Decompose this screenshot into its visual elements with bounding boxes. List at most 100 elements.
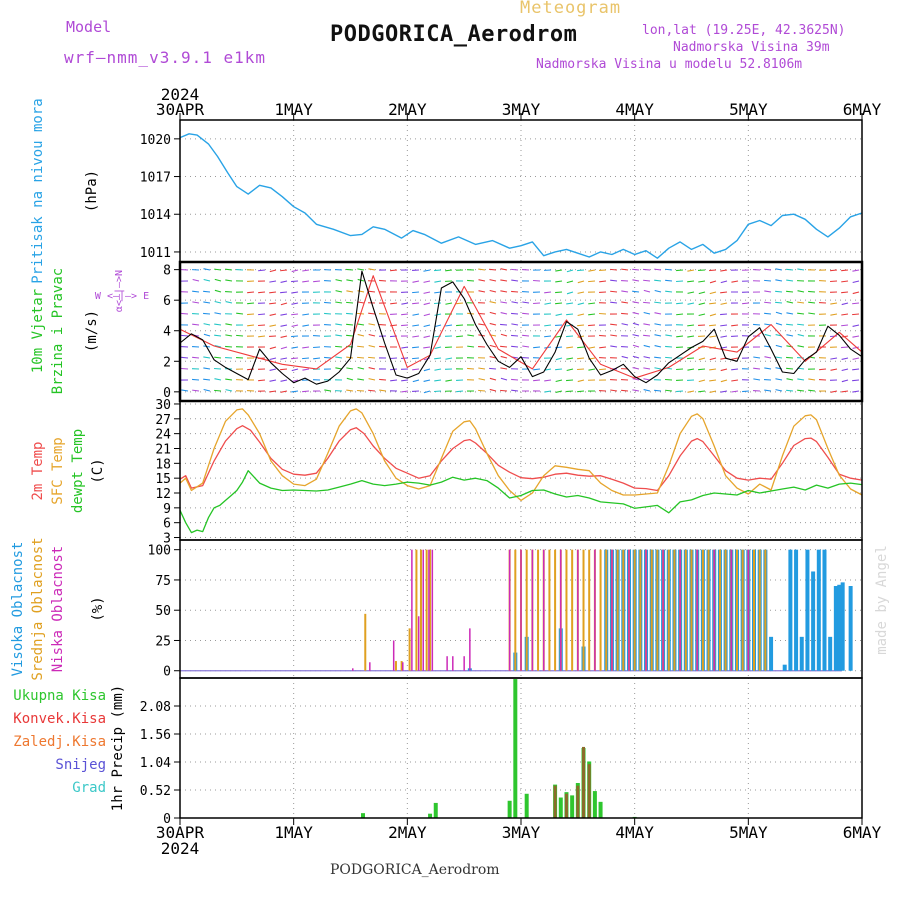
wind-arrow [203,312,211,315]
wind-arrow [797,301,805,304]
y-tick-label: 2.08 [140,700,171,715]
wind-arrow [731,280,739,283]
wind-arrow [676,280,684,283]
wind-arrow [335,345,343,348]
wind-arrow [280,269,288,272]
wind-arrow [621,323,629,326]
wind-arrow [654,356,662,359]
high-cloud-bar [828,636,833,671]
wind-arrow [731,390,739,393]
wind-arrow [203,323,211,326]
wind-arrow [764,323,772,326]
wind-arrow [720,368,728,372]
temp-side-label-2m: 2m Temp [30,441,46,500]
wind-arrow [302,269,310,272]
wind-arrow [643,367,651,370]
low-cloud-bar [520,549,522,671]
wind-arrow [577,302,585,306]
wind-arrow [445,379,453,382]
wind-arrow [687,368,695,371]
wind-arrow [412,346,420,349]
wind-arrow [731,368,739,371]
wind-arrow [698,379,706,383]
wind-arrow [852,368,860,371]
wind-arrow [599,368,607,371]
wind-arrow [654,367,662,370]
wind-arrow [434,368,442,371]
wind-arrow [489,377,497,381]
wind-arrow [467,279,475,282]
frame-layer [174,113,864,825]
mid-cloud-bar [633,549,636,671]
x-tick-label-bottom: 3MAY [502,823,541,842]
wind-arrow [346,356,354,359]
wind-arrow [632,279,640,282]
wind-arrow [335,290,343,293]
precip-legend-label: Zaledj.Kisa [13,734,106,750]
wind-arrow [566,379,574,382]
wind-arrow [401,324,409,327]
wind-arrow [225,334,233,337]
total-precip-bar [428,813,433,818]
wind-arrow [555,390,563,393]
wind-arrow [368,312,376,315]
wind-arrow [368,344,376,348]
wind-arrow [280,390,288,393]
wind-arrow [566,357,574,360]
y-tick-label: 1.56 [140,728,171,743]
wind-arrow [302,368,310,371]
wind-arrow [588,346,596,349]
wind-arrow [423,280,431,283]
wind-arrow [335,367,343,370]
total-precip-bar [361,813,366,818]
wind-arrow [412,379,420,383]
wind-arrow [841,269,849,272]
wind-arrow [808,378,816,381]
wind-arrow [709,335,717,338]
wind-arrow [764,301,772,304]
wind-arrow [588,269,596,272]
wind-arrow [368,333,376,337]
wind-arrow [412,302,420,305]
wind-arrow [269,269,277,273]
wind-arrow [577,324,585,327]
wind-arrow [764,389,772,392]
wind-arrow [797,378,805,381]
low-cloud-bar [577,549,579,671]
wind-arrow [709,390,717,393]
cloud-side-label-mid: Srednja Oblacnost [30,537,46,680]
wind-arrow [456,390,464,393]
precip-legend-label: Grad [72,780,106,796]
wind-arrow [236,334,244,337]
wind-arrow [830,368,838,371]
wind-arrow [632,378,640,381]
wind-arrow [742,302,750,305]
wind-arrow [368,378,376,381]
wind-arrow [610,279,618,282]
wind-arrow [181,367,189,370]
wind-arrow [632,367,640,370]
year-label-bottom: 2024 [161,839,200,858]
low-cloud-bar [469,628,471,671]
wind-arrow [280,368,288,371]
wind-arrow [192,323,200,326]
low-cloud-bar [446,656,448,671]
wind-arrow [720,291,728,294]
wind-arrow [577,357,585,360]
wind-arrow [346,290,354,293]
wind-arrow [313,280,321,283]
product-title: Meteogram [520,0,622,18]
wind-arrow [192,356,200,359]
wind-arrow [841,280,849,283]
wind-arrow [478,268,486,271]
wind-arrow [291,346,299,349]
wind-arrow [423,346,431,349]
y-tick-label: 0 [163,665,171,680]
high-cloud-bar [799,636,804,671]
conv-precip-bar [582,746,586,818]
wind-arrow [478,290,486,293]
wind-arrow [269,357,277,361]
high-cloud-bar [788,549,793,671]
wind-arrow [698,313,706,317]
wind-arrow [797,333,805,337]
